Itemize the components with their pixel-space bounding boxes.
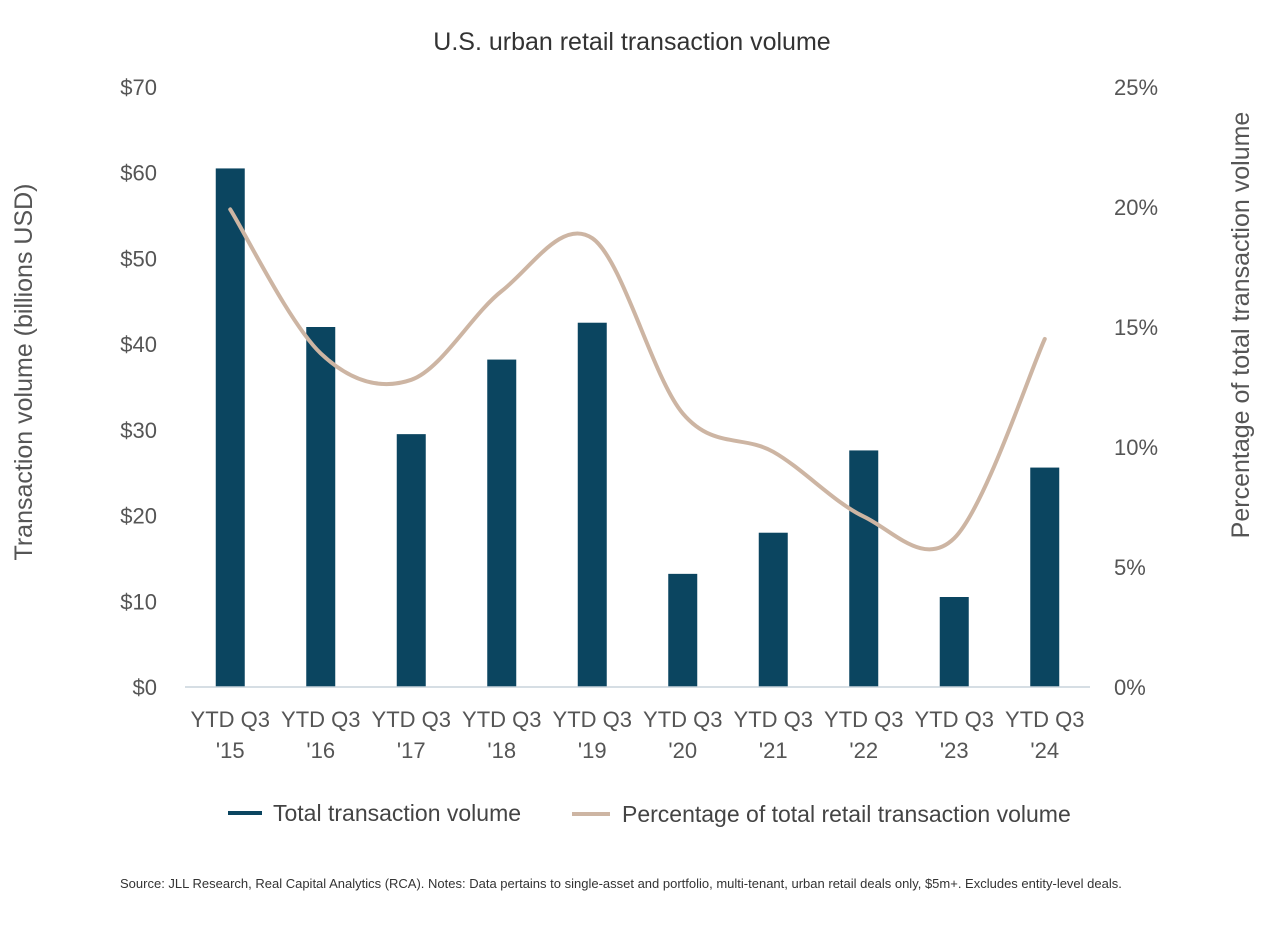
x-tick-label: '22 (849, 738, 878, 763)
x-tick-label: '16 (306, 738, 335, 763)
left-axis-ticks: $0 $10 $20 $30 $40 $50 $60 $70 (120, 75, 157, 700)
y-tick-label: $50 (120, 246, 157, 271)
x-tick-label: YTD Q3 (372, 707, 451, 732)
y-tick-label: $70 (120, 75, 157, 100)
x-tick-label: YTD Q3 (191, 707, 270, 732)
x-tick-label: '15 (216, 738, 245, 763)
bar (306, 327, 336, 687)
x-tick-label: YTD Q3 (553, 707, 632, 732)
bar (577, 322, 607, 687)
y-tick-label: $20 (120, 504, 157, 529)
bar (487, 359, 517, 687)
x-tick-label: '23 (940, 738, 969, 763)
x-tick-label: '20 (668, 738, 697, 763)
x-tick-label: '21 (759, 738, 788, 763)
x-tick-label: YTD Q3 (281, 707, 360, 732)
legend: Total transaction volume Percentage of t… (228, 800, 1071, 827)
chart-title: U.S. urban retail transaction volume (433, 28, 830, 56)
bar (939, 597, 969, 687)
source-note: Source: JLL Research, Real Capital Analy… (120, 876, 1122, 891)
y2-tick-label: 20% (1114, 195, 1158, 220)
right-axis-ticks: 0% 5% 10% 15% 20% 25% (1114, 75, 1158, 700)
bar (668, 573, 698, 687)
y-tick-label: $40 (120, 332, 157, 357)
bar (396, 434, 426, 687)
x-tick-label: YTD Q3 (1005, 707, 1084, 732)
x-tick-label: YTD Q3 (824, 707, 903, 732)
percentage-line (228, 207, 1047, 552)
y-tick-label: $10 (120, 589, 157, 614)
x-axis-ticks: YTD Q3 '15 YTD Q3 '16 YTD Q3 '17 YTD Q3 '18 YTD … (191, 707, 1085, 763)
y2-tick-label: 15% (1114, 315, 1158, 340)
bar (758, 532, 788, 687)
x-tick-label: '19 (578, 738, 607, 763)
y-axis-label: Transaction volume (billions USD) (10, 184, 38, 561)
y2-axis-label: Percentage of total transaction volume (1227, 112, 1255, 539)
x-tick-label: '17 (397, 738, 426, 763)
bar (1030, 467, 1060, 687)
x-tick-label: YTD Q3 (734, 707, 813, 732)
x-tick-label: '18 (487, 738, 516, 763)
y2-tick-label: 25% (1114, 75, 1158, 100)
x-tick-label: '24 (1030, 738, 1059, 763)
y-tick-label: $60 (120, 161, 157, 186)
legend-label-volume: Total transaction volume (273, 800, 521, 826)
y2-tick-label: 0% (1114, 675, 1146, 700)
y2-tick-label: 10% (1114, 435, 1158, 460)
y-tick-label: $0 (133, 675, 157, 700)
bar (215, 168, 245, 687)
y2-tick-label: 5% (1114, 555, 1146, 580)
x-tick-label: YTD Q3 (643, 707, 722, 732)
legend-label-percentage: Percentage of total retail transaction v… (622, 801, 1071, 827)
bar (849, 450, 879, 687)
y-tick-label: $30 (120, 418, 157, 443)
x-tick-label: YTD Q3 (915, 707, 994, 732)
bars (215, 168, 1060, 687)
x-tick-label: YTD Q3 (462, 707, 541, 732)
